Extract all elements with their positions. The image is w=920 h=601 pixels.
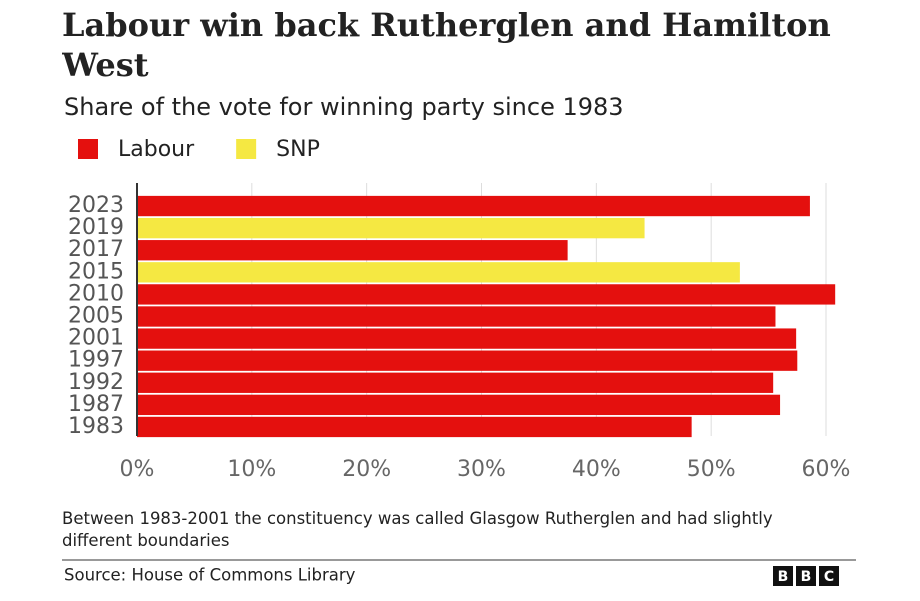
y-tick-label: 2015 bbox=[68, 259, 124, 284]
chart-title: Labour win back Rutherglen and Hamilton … bbox=[62, 6, 831, 84]
y-tick-label: 2005 bbox=[68, 304, 124, 329]
bar bbox=[137, 416, 692, 438]
x-tick-label: 50% bbox=[687, 457, 736, 482]
y-tick-label: 2017 bbox=[68, 237, 124, 262]
y-tick-label: 1997 bbox=[68, 348, 124, 373]
x-tick-label: 40% bbox=[572, 457, 621, 482]
logo-block bbox=[796, 566, 816, 586]
legend-swatch bbox=[236, 139, 257, 159]
logo-letter: B bbox=[778, 569, 789, 585]
bar bbox=[137, 240, 568, 261]
x-tick-label: 10% bbox=[227, 457, 276, 482]
bar bbox=[137, 217, 645, 239]
y-tick-label: 2019 bbox=[68, 215, 124, 240]
legend-label: SNP bbox=[276, 137, 320, 162]
bar bbox=[137, 195, 810, 217]
chart-note: Between 1983-2001 the constituency was c… bbox=[62, 509, 773, 550]
x-tick-label: 60% bbox=[802, 457, 851, 482]
bar bbox=[137, 350, 798, 371]
logo-letter: B bbox=[801, 569, 812, 585]
x-tick-label: 0% bbox=[120, 457, 155, 482]
y-tick-label: 2001 bbox=[68, 326, 124, 351]
y-tick-label: 2023 bbox=[68, 193, 124, 218]
legend-label: Labour bbox=[118, 137, 195, 162]
x-tick-label: 30% bbox=[457, 457, 506, 482]
chart-source: Source: House of Commons Library bbox=[64, 566, 356, 585]
legend-swatch bbox=[78, 139, 98, 159]
bar bbox=[137, 394, 781, 416]
note-box: Between 1983-2001 the constituency was c… bbox=[62, 509, 773, 550]
bar bbox=[137, 372, 774, 393]
bar bbox=[137, 306, 776, 327]
bar bbox=[137, 284, 836, 305]
logo-block bbox=[819, 566, 839, 586]
logo-block bbox=[773, 566, 793, 586]
logo-letter: C bbox=[824, 569, 834, 585]
bar bbox=[137, 262, 740, 283]
x-tick-label: 20% bbox=[342, 457, 391, 482]
y-tick-label: 1983 bbox=[68, 414, 124, 439]
bar bbox=[137, 328, 797, 349]
title-box: Labour win back Rutherglen and Hamilton … bbox=[62, 6, 831, 84]
y-tick-label: 1992 bbox=[68, 370, 124, 395]
y-tick-label: 2010 bbox=[68, 281, 124, 306]
chart-subtitle: Share of the vote for winning party sinc… bbox=[64, 93, 624, 121]
y-tick-label: 1987 bbox=[68, 392, 124, 417]
